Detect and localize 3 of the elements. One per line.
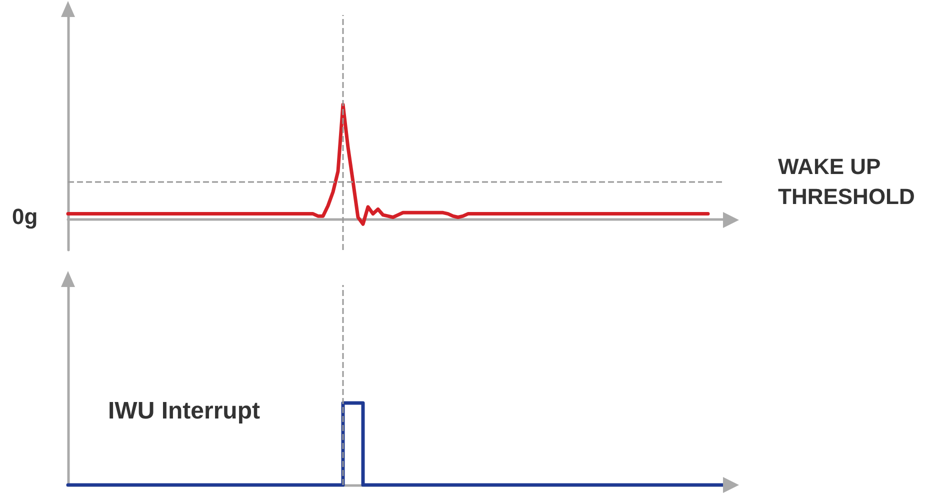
ref-line-label: WAKE UP THRESHOLD xyxy=(778,154,915,210)
annotation: IWU Interrupt xyxy=(108,398,260,424)
text: 0g xyxy=(12,204,38,230)
